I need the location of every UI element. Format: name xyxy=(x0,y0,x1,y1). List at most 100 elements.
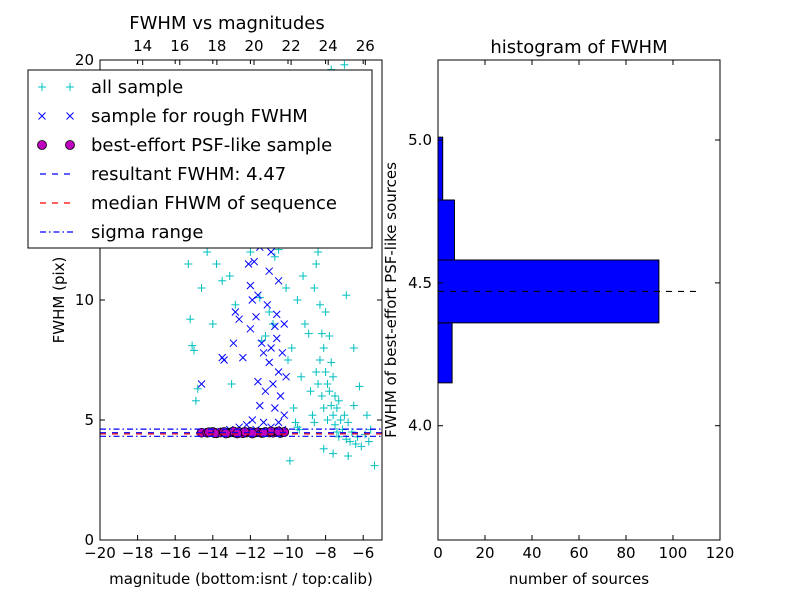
x-point-1-4-b xyxy=(231,308,240,316)
x-point-1-27-b xyxy=(278,348,287,357)
plus-point-0-36 xyxy=(310,418,319,427)
plus-point-0-27 xyxy=(291,418,300,427)
bottom-x-ticks: −20 −18 −16 −14 −12 −10 −8 −6 xyxy=(84,60,374,562)
plus-point-0-48 xyxy=(321,308,330,316)
x-point-1-29 xyxy=(280,320,289,328)
histogram-y-tick-label: 4.0 xyxy=(408,417,432,435)
x-point-1-7-b xyxy=(244,260,253,268)
x-point-1-17-b xyxy=(263,300,272,309)
plus-point-0-30 xyxy=(299,272,308,280)
legend-box xyxy=(27,69,373,249)
x-point-1-19-b xyxy=(265,358,274,367)
x-point-1-21-b xyxy=(269,380,277,388)
plus-point-0-5 xyxy=(193,384,202,393)
legend-entry: all sample xyxy=(38,77,183,98)
bottom-tick-label: −12 xyxy=(235,544,267,562)
top-tick-label: 18 xyxy=(207,37,226,55)
plus-point-0-46 xyxy=(319,344,328,352)
x-point-1-17 xyxy=(263,300,272,309)
histogram-bar-2 xyxy=(438,199,455,261)
plus-point-0-103 xyxy=(282,284,291,292)
x-point-1-25 xyxy=(274,276,283,285)
x-point-1-0 xyxy=(197,380,206,388)
legend-marker xyxy=(66,83,74,91)
x-point-1-29-b xyxy=(280,320,289,328)
legend-label: median FHWM of sequence xyxy=(91,193,337,214)
x-point-1-8-b xyxy=(246,281,255,290)
x-point-1-18-b xyxy=(265,267,274,276)
legend-marker xyxy=(38,112,46,120)
x-point-1-4 xyxy=(231,308,240,316)
x-point-1-15-b xyxy=(259,348,268,357)
plus-point-0-42 xyxy=(315,300,324,309)
legend-label: sigma range xyxy=(91,222,203,243)
plus-point-0-47 xyxy=(319,404,328,412)
histogram-x-tick-label: 80 xyxy=(616,544,635,562)
top-x-ticks: 14 16 18 20 22 24 26 xyxy=(133,37,375,65)
legend-entry: median FHWM of sequence xyxy=(40,193,337,214)
plus-point-0-21 xyxy=(270,252,279,261)
plus-point-0-57 xyxy=(329,411,338,420)
reference-lines xyxy=(100,428,382,437)
legend-marker xyxy=(66,112,74,120)
histogram-x-tick-label: 120 xyxy=(706,544,735,562)
x-point-1-37 xyxy=(248,416,257,424)
y-tick-label: 0 xyxy=(84,531,94,549)
x-point-1-27 xyxy=(278,348,287,357)
plus-point-0-7 xyxy=(203,248,212,256)
x-point-1-40-b xyxy=(274,418,283,427)
x-point-1-24 xyxy=(274,368,283,376)
plus-point-0-2 xyxy=(188,341,197,350)
x-point-1-45 xyxy=(246,324,255,333)
plus-point-0-45 xyxy=(317,392,326,400)
plus-point-0-93 xyxy=(340,60,349,69)
plus-point-0-1 xyxy=(186,315,195,324)
x-point-1-14 xyxy=(257,339,266,348)
plus-point-0-101 xyxy=(362,411,371,420)
legend-label: best-effort PSF-like sample xyxy=(91,135,332,156)
top-tick-label: 22 xyxy=(282,37,301,55)
bottom-tick-label: −6 xyxy=(352,544,374,562)
x-point-1-2-b xyxy=(220,356,228,364)
plus-point-0-35 xyxy=(308,411,317,420)
y-tick-label: 10 xyxy=(75,291,94,309)
top-tick-label: 20 xyxy=(244,37,263,55)
x-point-1-6-b xyxy=(239,353,247,362)
plus-point-0-41 xyxy=(314,380,323,388)
plus-point-0-11 xyxy=(227,380,236,388)
histogram-title: histogram of FWHM xyxy=(490,37,667,58)
histogram-y-ticks: 4.0 4.5 5.0 xyxy=(408,131,720,435)
x-point-1-22 xyxy=(270,404,279,412)
x-point-1-10-b xyxy=(250,257,259,266)
plus-point-0-43 xyxy=(315,356,324,364)
plus-point-0-106 xyxy=(212,260,221,268)
scatter-x-label: magnitude (bottom:isnt / top:calib) xyxy=(109,570,373,588)
plus-point-0-70 xyxy=(347,428,356,436)
scatter-legend: all sample sample for rough FWHM best-effo… xyxy=(27,69,373,249)
plus-point-0-4 xyxy=(191,396,200,405)
plus-point-0-52 xyxy=(325,332,334,340)
plus-point-0-74 xyxy=(357,442,366,451)
x-point-1-40 xyxy=(274,418,283,427)
x-point-1-5-b xyxy=(235,315,243,324)
plus-point-0-31 xyxy=(300,320,309,328)
histogram-bar-0 xyxy=(438,322,453,384)
plus-point-0-76 xyxy=(364,437,373,446)
x-point-1-10 xyxy=(250,257,259,266)
x-point-1-21 xyxy=(269,380,277,388)
scatter-title: FWHM vs magnitudes xyxy=(129,13,324,34)
x-point-1-8 xyxy=(246,281,255,290)
x-point-1-34-b xyxy=(267,248,275,256)
plus-point-0-82 xyxy=(344,452,353,460)
x-point-1-24-b xyxy=(274,368,283,376)
x-point-1-47 xyxy=(270,322,279,331)
legend-marker-b xyxy=(66,112,74,120)
plus-point-0-34 xyxy=(306,387,315,396)
histogram-panel: 0 20 40 60 80 100 120 4.0 4.5 5.0 histogram of F… xyxy=(382,37,734,588)
plus-point-0-69 xyxy=(346,437,355,446)
plus-point-0-37 xyxy=(310,284,319,292)
histogram-x-tick-label: 20 xyxy=(475,544,494,562)
plus-point-0-54 xyxy=(327,358,336,367)
plus-point-0-44 xyxy=(317,329,326,338)
